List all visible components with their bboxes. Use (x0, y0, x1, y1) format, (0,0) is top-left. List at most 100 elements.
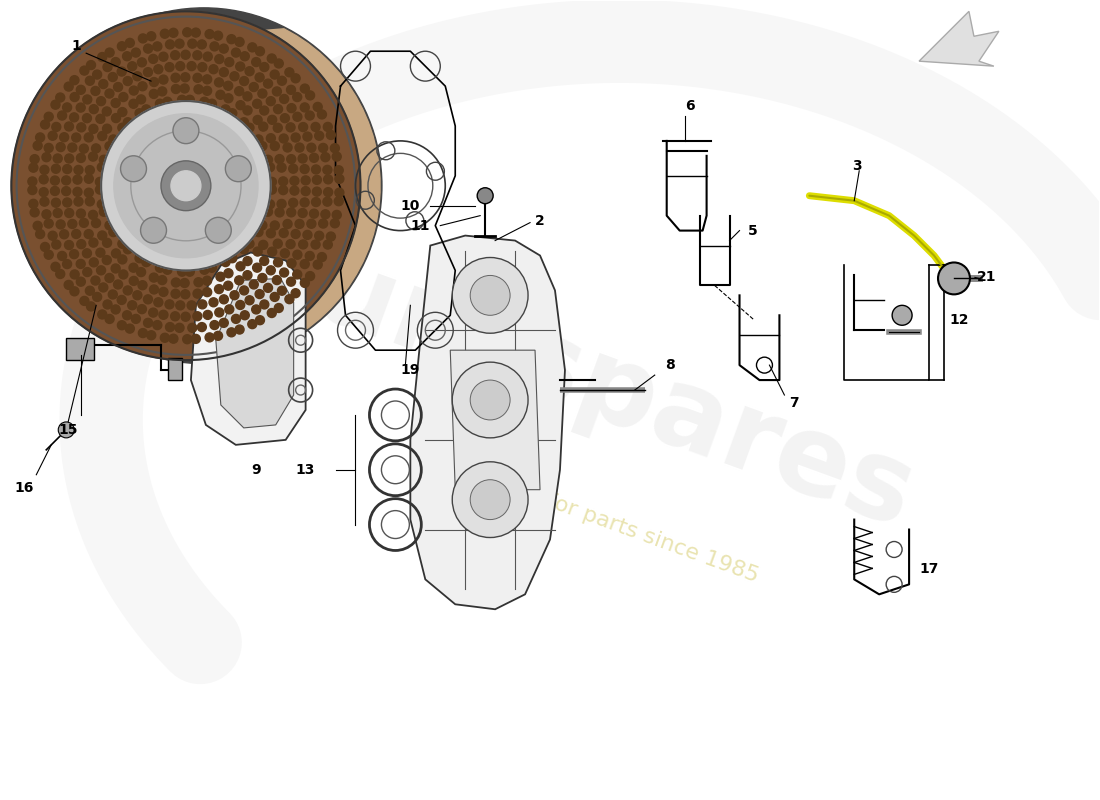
Circle shape (323, 122, 332, 131)
Circle shape (283, 219, 292, 229)
Circle shape (180, 278, 189, 287)
Circle shape (142, 258, 151, 266)
Circle shape (190, 233, 200, 242)
Circle shape (76, 154, 86, 162)
Circle shape (332, 210, 341, 219)
Circle shape (287, 259, 296, 268)
Circle shape (72, 133, 80, 142)
Circle shape (150, 273, 158, 282)
Circle shape (97, 162, 107, 172)
Circle shape (301, 176, 310, 185)
Circle shape (190, 130, 200, 138)
Circle shape (198, 300, 207, 309)
Bar (168, 358, 182, 380)
Circle shape (129, 128, 138, 137)
Circle shape (292, 289, 300, 298)
Circle shape (41, 120, 50, 129)
Circle shape (92, 70, 101, 79)
Circle shape (176, 62, 185, 70)
Circle shape (234, 276, 244, 285)
Circle shape (206, 110, 214, 119)
Polygon shape (191, 253, 306, 445)
Circle shape (334, 174, 344, 183)
Circle shape (223, 282, 233, 290)
Circle shape (42, 210, 51, 218)
Circle shape (319, 219, 328, 228)
Polygon shape (216, 278, 294, 428)
Circle shape (286, 240, 295, 249)
Circle shape (208, 263, 217, 272)
Circle shape (139, 34, 147, 43)
Circle shape (180, 290, 190, 298)
Circle shape (51, 176, 59, 185)
Circle shape (221, 258, 230, 266)
Circle shape (131, 142, 140, 152)
Circle shape (98, 310, 107, 319)
Circle shape (70, 270, 79, 279)
Circle shape (240, 52, 250, 61)
Circle shape (99, 155, 108, 164)
Circle shape (315, 131, 323, 140)
Circle shape (152, 238, 161, 246)
Circle shape (119, 270, 128, 279)
Circle shape (224, 305, 234, 314)
Circle shape (129, 179, 139, 188)
Circle shape (118, 239, 127, 248)
Circle shape (279, 229, 288, 238)
Circle shape (96, 114, 104, 123)
Circle shape (104, 274, 114, 282)
Circle shape (231, 238, 240, 246)
Circle shape (52, 164, 60, 174)
Circle shape (98, 53, 107, 62)
Circle shape (260, 106, 268, 115)
Circle shape (300, 260, 309, 269)
Circle shape (299, 122, 308, 131)
Circle shape (122, 310, 132, 320)
Circle shape (255, 73, 264, 82)
Circle shape (30, 154, 40, 164)
Circle shape (260, 257, 268, 266)
Circle shape (196, 243, 205, 252)
Circle shape (133, 72, 142, 81)
Circle shape (119, 93, 128, 102)
Circle shape (65, 122, 74, 131)
Circle shape (234, 86, 244, 96)
Circle shape (173, 244, 183, 254)
Circle shape (231, 125, 240, 134)
Circle shape (111, 114, 121, 122)
Circle shape (227, 34, 235, 44)
Circle shape (212, 113, 221, 122)
Circle shape (170, 312, 179, 321)
Circle shape (85, 230, 94, 238)
Circle shape (123, 206, 132, 214)
Circle shape (143, 68, 153, 77)
Circle shape (229, 224, 238, 234)
Circle shape (129, 234, 138, 243)
Circle shape (213, 31, 222, 40)
Circle shape (52, 198, 60, 207)
Circle shape (44, 112, 53, 122)
Circle shape (96, 185, 104, 194)
Circle shape (334, 166, 343, 174)
Circle shape (155, 99, 164, 108)
Circle shape (124, 133, 133, 142)
Circle shape (58, 422, 74, 438)
Circle shape (240, 206, 250, 214)
Circle shape (232, 220, 241, 229)
Circle shape (35, 133, 45, 142)
Circle shape (312, 187, 321, 196)
Circle shape (224, 269, 233, 278)
Circle shape (306, 91, 315, 100)
Polygon shape (450, 350, 540, 490)
Circle shape (240, 157, 250, 166)
Circle shape (266, 134, 275, 142)
Circle shape (33, 141, 42, 150)
Circle shape (311, 165, 320, 174)
Circle shape (125, 324, 134, 333)
Circle shape (167, 243, 177, 252)
Circle shape (76, 278, 86, 286)
Circle shape (300, 84, 309, 93)
Circle shape (169, 334, 178, 343)
Circle shape (76, 209, 86, 218)
Circle shape (111, 58, 120, 66)
